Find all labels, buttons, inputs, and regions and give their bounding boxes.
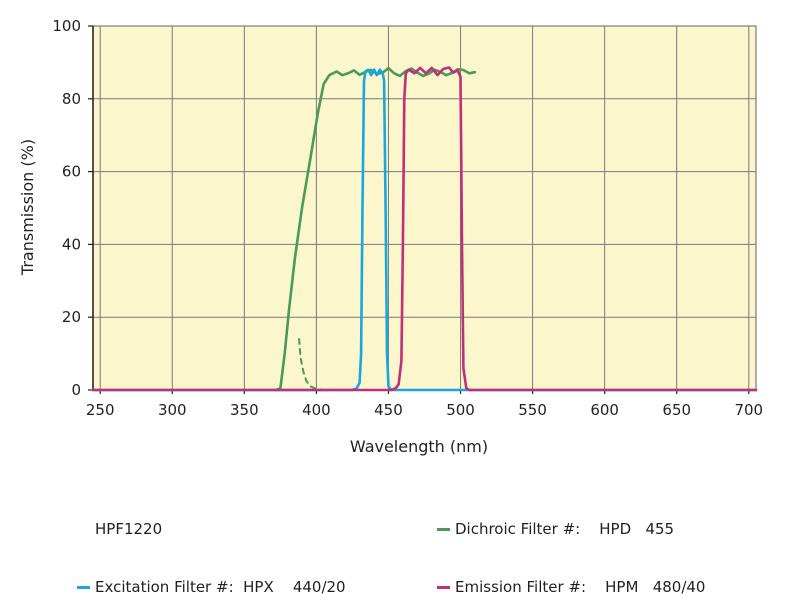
y-tick-label: 0: [71, 381, 81, 399]
emission-label: Emission Filter #: HPM 480/40: [455, 578, 706, 596]
legend-left: HPF1220 Excitation Filter #: HPX 440/20: [77, 482, 346, 616]
y-tick-label: 60: [62, 163, 81, 181]
emission-swatch: [437, 585, 450, 589]
y-tick-label: 80: [62, 90, 81, 108]
x-axis-title: Wavelength (nm): [350, 437, 488, 456]
legend-item-dichroic: Dichroic Filter #: HPD 455: [437, 518, 705, 540]
plot-area: [93, 26, 756, 390]
x-tick-label: 450: [374, 401, 403, 419]
x-tick-label: 550: [518, 401, 547, 419]
series-layer: [91, 66, 758, 392]
x-tick-label: 250: [86, 401, 115, 419]
x-tick-label: 500: [446, 401, 475, 419]
series-line-3: [91, 66, 758, 392]
series-line-2: [91, 68, 758, 392]
legend-part-number: HPF1220: [77, 518, 346, 540]
x-tick-label: 350: [230, 401, 259, 419]
excitation-label: Excitation Filter #: HPX 440/20: [95, 578, 346, 596]
x-tick-label: 700: [734, 401, 763, 419]
x-tick-label: 600: [590, 401, 619, 419]
dichroic-swatch: [437, 527, 450, 531]
x-tick-label: 650: [662, 401, 691, 419]
y-tick-label: 100: [52, 17, 81, 35]
dichroic-label: Dichroic Filter #: HPD 455: [455, 520, 675, 538]
part-number-label: HPF1220: [95, 520, 163, 538]
excitation-swatch: [77, 585, 90, 589]
y-tick-label: 40: [62, 235, 81, 253]
y-axis-title: Transmission (%): [18, 139, 37, 276]
y-tick-label: 20: [62, 308, 81, 326]
tick-labels: 250 300 350 400 450 500 550 600 650 700 0 20 40 60 80 1…: [52, 17, 763, 419]
legend-item-excitation: Excitation Filter #: HPX 440/20: [77, 576, 346, 598]
legend-item-emission: Emission Filter #: HPM 480/40: [437, 576, 705, 598]
transmission-chart: 250 300 350 400 450 500 550 600 650 700 0 20 40 60 80 1…: [18, 17, 763, 456]
x-tick-label: 400: [302, 401, 331, 419]
x-tick-label: 300: [158, 401, 187, 419]
legend-right: Dichroic Filter #: HPD 455 Emission Filt…: [437, 482, 705, 616]
